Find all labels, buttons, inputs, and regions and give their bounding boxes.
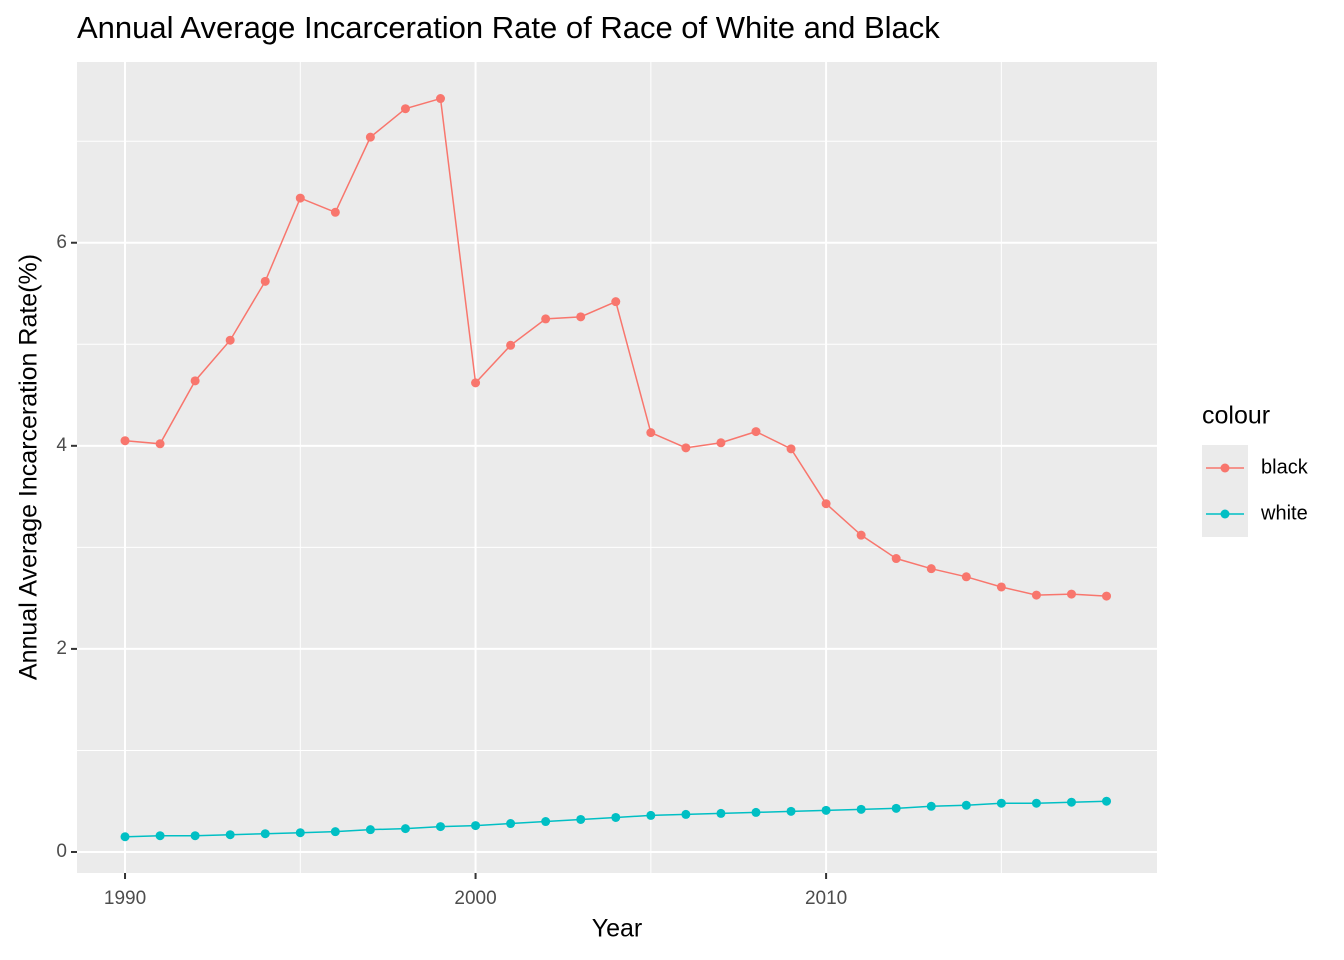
point xyxy=(190,376,200,386)
point xyxy=(891,554,901,564)
point xyxy=(365,132,375,142)
point xyxy=(996,798,1006,808)
point xyxy=(611,812,621,822)
x-tick-label: 2010 xyxy=(805,888,847,909)
point xyxy=(506,340,516,350)
legend-label: white xyxy=(1260,502,1308,524)
point xyxy=(120,832,130,842)
point xyxy=(646,810,656,820)
point xyxy=(1066,589,1076,599)
legend-label: black xyxy=(1261,456,1309,478)
legend-point xyxy=(1220,509,1230,519)
point xyxy=(786,806,796,816)
point xyxy=(225,335,235,345)
point xyxy=(681,443,691,453)
point xyxy=(1066,797,1076,807)
point xyxy=(471,821,481,831)
point xyxy=(751,807,761,817)
point xyxy=(436,94,446,104)
point xyxy=(926,564,936,574)
point xyxy=(120,436,130,446)
point xyxy=(891,803,901,813)
point xyxy=(400,824,410,834)
point xyxy=(365,825,375,835)
chart-title: Annual Average Incarceration Rate of Rac… xyxy=(77,10,940,45)
point xyxy=(681,809,691,819)
point xyxy=(751,427,761,437)
point xyxy=(260,829,270,839)
y-axis-title: Annual Average Incarceration Rate(%) xyxy=(15,254,43,680)
point xyxy=(856,530,866,540)
point xyxy=(295,193,305,203)
panel xyxy=(77,62,1157,873)
point xyxy=(260,276,270,286)
point xyxy=(400,104,410,114)
point xyxy=(541,314,551,324)
point xyxy=(716,808,726,818)
point xyxy=(1031,798,1041,808)
point xyxy=(611,297,621,307)
point xyxy=(155,831,165,841)
point xyxy=(190,831,200,841)
point xyxy=(821,805,831,815)
point xyxy=(716,438,726,448)
y-tick-label: 6 xyxy=(56,232,67,253)
point xyxy=(155,439,165,449)
point xyxy=(330,207,340,217)
point xyxy=(821,499,831,509)
point xyxy=(786,444,796,454)
x-tick-label: 1990 xyxy=(104,888,146,909)
point xyxy=(926,801,936,811)
point xyxy=(1031,590,1041,600)
point xyxy=(961,800,971,810)
y-tick-label: 0 xyxy=(56,841,67,862)
point xyxy=(856,804,866,814)
point xyxy=(646,428,656,438)
point xyxy=(330,827,340,837)
x-tick-label: 2000 xyxy=(454,888,496,909)
point xyxy=(961,572,971,582)
x-axis-title: Year xyxy=(592,915,643,943)
legend-title: colour xyxy=(1202,402,1270,430)
point xyxy=(541,817,551,827)
point xyxy=(996,582,1006,592)
y-tick-label: 2 xyxy=(56,638,67,659)
point xyxy=(471,378,481,388)
legend-point xyxy=(1220,463,1230,473)
point xyxy=(576,312,586,322)
point xyxy=(1102,796,1112,806)
point xyxy=(576,814,586,824)
point xyxy=(1102,591,1112,601)
point xyxy=(225,830,235,840)
point xyxy=(506,819,516,829)
point xyxy=(295,828,305,838)
point xyxy=(436,822,446,832)
y-tick-label: 4 xyxy=(56,435,67,456)
